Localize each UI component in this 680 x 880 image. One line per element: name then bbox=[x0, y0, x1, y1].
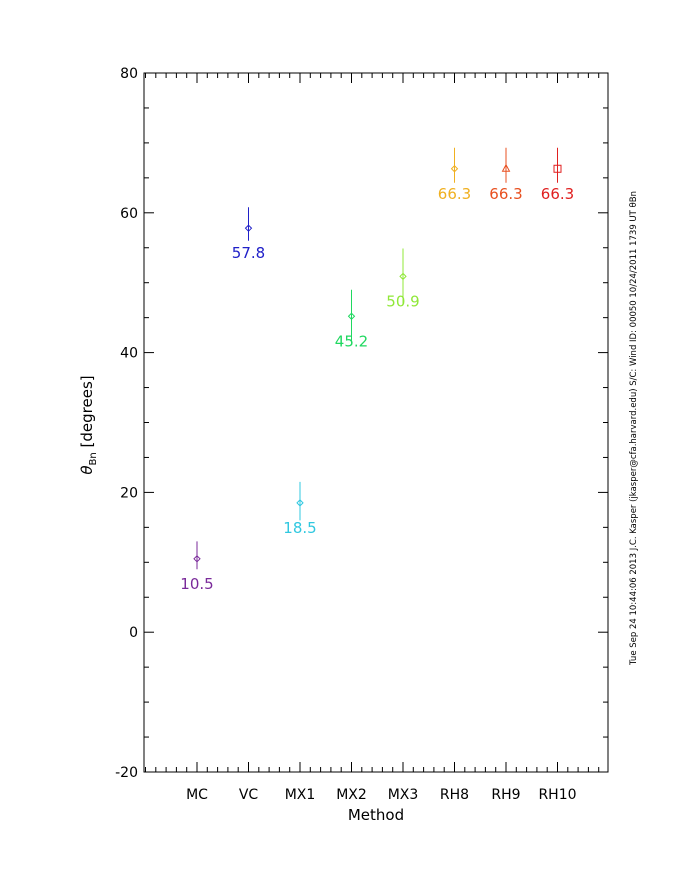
x-tick-label: MX2 bbox=[336, 787, 367, 803]
x-tick-label: MC bbox=[186, 787, 208, 803]
x-axis-title: Method bbox=[348, 806, 404, 824]
data-point-diamond bbox=[296, 499, 304, 507]
svg-text:θBn [degrees]: θBn [degrees] bbox=[78, 375, 99, 474]
y-tick-label: 0 bbox=[129, 625, 138, 641]
x-tick-label: RH10 bbox=[538, 787, 576, 803]
data-label: 66.3 bbox=[541, 185, 574, 203]
y-tick-label: 80 bbox=[120, 66, 138, 82]
data-point-diamond bbox=[450, 165, 459, 173]
y-axis-title-units: [degrees] bbox=[78, 375, 96, 447]
y-tick-label: 60 bbox=[120, 206, 138, 222]
y-tick-label: 40 bbox=[120, 346, 138, 362]
data-label: 57.8 bbox=[232, 244, 265, 262]
data-marks: 10.5 57.8 18.5 45.2 50.9 66.3 66.3 66.3 bbox=[180, 147, 574, 593]
y-axis-title-symbol: θ bbox=[78, 465, 96, 474]
data-label: 10.5 bbox=[180, 575, 213, 593]
x-axis-ticks: MC VC MX1 MX2 MX3 RH8 RH9 RH10 bbox=[145, 73, 600, 803]
y-tick-label: 20 bbox=[120, 485, 138, 501]
y-axis-title: θBn [degrees] bbox=[78, 375, 99, 474]
y-axis-title-subscript: Bn bbox=[88, 452, 99, 465]
plot-frame bbox=[143, 72, 609, 773]
svg-text:Tue Sep 24 10:44:06 2013 J.C: Tue Sep 24 10:44:06 2013 J.C. Kasper (jk… bbox=[629, 191, 639, 666]
data-label: 18.5 bbox=[283, 519, 316, 537]
data-label: 66.3 bbox=[438, 185, 471, 203]
data-point-triangle bbox=[501, 163, 511, 172]
x-tick-label: VC bbox=[239, 787, 259, 803]
data-label: 66.3 bbox=[489, 185, 522, 203]
x-tick-label: RH8 bbox=[440, 787, 469, 803]
data-point-square bbox=[553, 164, 562, 173]
x-tick-label: MX1 bbox=[285, 787, 316, 803]
y-axis-ticks: -20 0 20 40 60 80 bbox=[115, 66, 608, 781]
y-tick-label: -20 bbox=[115, 765, 138, 781]
data-point-diamond bbox=[399, 272, 407, 281]
data-point-diamond bbox=[244, 224, 253, 232]
data-point-diamond bbox=[347, 312, 356, 320]
data-label: 45.2 bbox=[335, 332, 368, 350]
x-tick-label: RH9 bbox=[491, 787, 520, 803]
data-label: 50.9 bbox=[386, 292, 419, 310]
data-point-diamond bbox=[193, 555, 201, 563]
x-tick-label: MX3 bbox=[388, 787, 419, 803]
footer-annotation: Tue Sep 24 10:44:06 2013 J.C. Kasper (jk… bbox=[629, 191, 639, 666]
